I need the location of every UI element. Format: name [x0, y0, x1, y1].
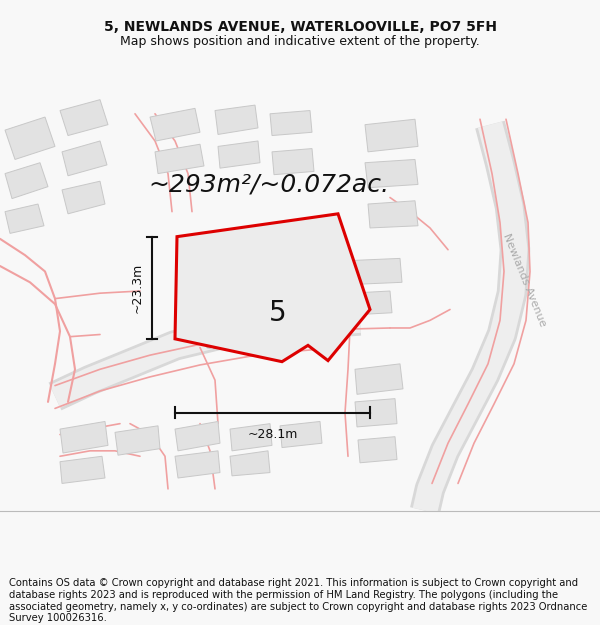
- Text: Newlands Avenue: Newlands Avenue: [501, 232, 547, 328]
- Polygon shape: [5, 204, 44, 233]
- Polygon shape: [60, 99, 108, 136]
- Polygon shape: [175, 214, 370, 362]
- Text: ~28.1m: ~28.1m: [247, 428, 298, 441]
- Polygon shape: [5, 117, 55, 159]
- Polygon shape: [60, 421, 108, 453]
- Text: Map shows position and indicative extent of the property.: Map shows position and indicative extent…: [120, 35, 480, 48]
- Polygon shape: [270, 111, 312, 136]
- Polygon shape: [215, 105, 258, 134]
- Polygon shape: [62, 141, 107, 176]
- Polygon shape: [355, 399, 397, 427]
- Polygon shape: [218, 141, 260, 168]
- Polygon shape: [230, 451, 270, 476]
- Polygon shape: [350, 258, 402, 284]
- Polygon shape: [60, 456, 105, 484]
- Text: ~293m²/~0.072ac.: ~293m²/~0.072ac.: [148, 173, 389, 196]
- Polygon shape: [350, 291, 392, 315]
- Polygon shape: [272, 149, 314, 174]
- Polygon shape: [175, 451, 220, 478]
- Polygon shape: [368, 201, 418, 228]
- Polygon shape: [355, 364, 403, 394]
- Polygon shape: [115, 426, 160, 455]
- Polygon shape: [155, 144, 204, 174]
- Text: Contains OS data © Crown copyright and database right 2021. This information is : Contains OS data © Crown copyright and d…: [9, 578, 587, 623]
- Polygon shape: [358, 437, 397, 462]
- Polygon shape: [62, 181, 105, 214]
- Polygon shape: [365, 119, 418, 152]
- Polygon shape: [5, 162, 48, 199]
- Text: Cavell Way: Cavell Way: [204, 340, 266, 355]
- Polygon shape: [365, 159, 418, 188]
- Polygon shape: [175, 421, 220, 451]
- Polygon shape: [150, 108, 200, 141]
- Polygon shape: [280, 421, 322, 447]
- Text: 5: 5: [269, 299, 287, 327]
- Polygon shape: [230, 424, 272, 451]
- Text: 5, NEWLANDS AVENUE, WATERLOOVILLE, PO7 5FH: 5, NEWLANDS AVENUE, WATERLOOVILLE, PO7 5…: [104, 20, 497, 34]
- Text: ~23.3m: ~23.3m: [131, 262, 144, 313]
